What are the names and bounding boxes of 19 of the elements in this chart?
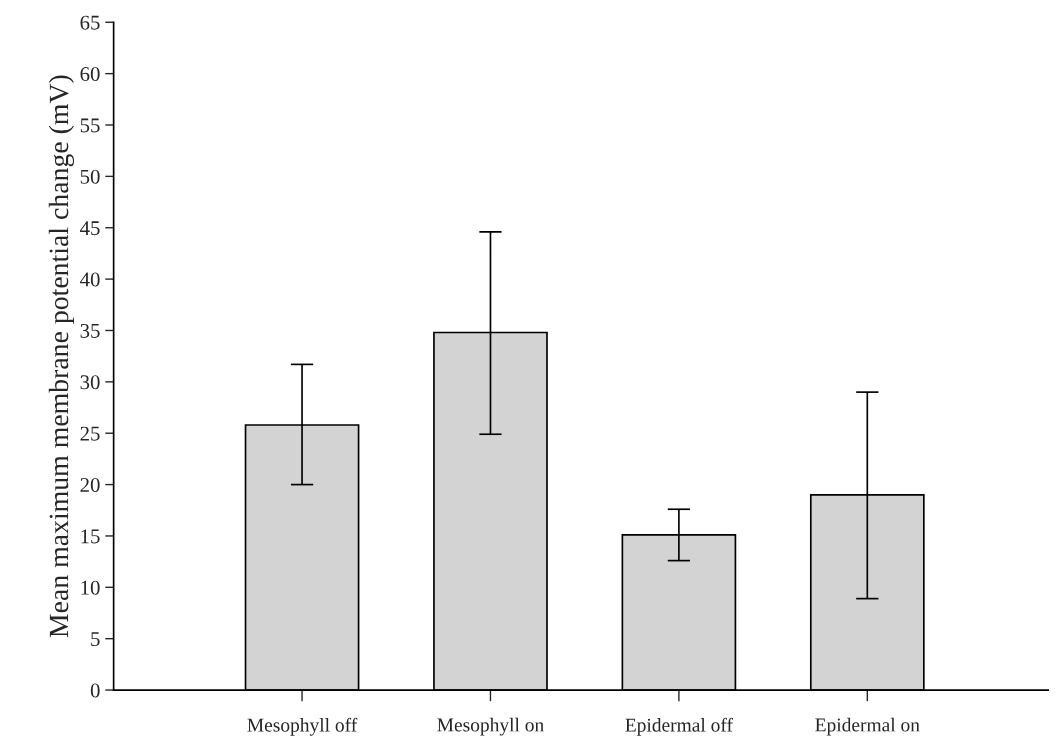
y-tick-label: 30	[80, 375, 100, 390]
y-axis-title: Mean maximum membrane potential change (mV)	[48, 75, 75, 638]
y-tick-label: 5	[91, 632, 100, 647]
y-tick-label: 45	[80, 221, 100, 236]
y-tick-label: 10	[81, 580, 100, 595]
y-tick-label: 50	[80, 169, 100, 184]
y-tick-label: 55	[80, 118, 100, 133]
x-tick-label: Mesophyll on	[437, 717, 544, 736]
y-tick-label: 15	[81, 529, 100, 544]
y-tick-label: 35	[80, 323, 100, 338]
y-tick-label: 65	[80, 15, 100, 30]
y-tick-label: 40	[80, 272, 100, 287]
y-tick-label: 20	[80, 477, 100, 493]
y-tick-label: 60	[80, 67, 100, 82]
y-tick-label: 25	[80, 426, 100, 441]
y-tick-label: 0	[90, 683, 100, 698]
x-tick-label: Epidermal on	[815, 717, 920, 736]
x-tick-label: Epidermal off	[625, 717, 733, 736]
x-tick-label: Mesophyll off	[247, 717, 358, 736]
